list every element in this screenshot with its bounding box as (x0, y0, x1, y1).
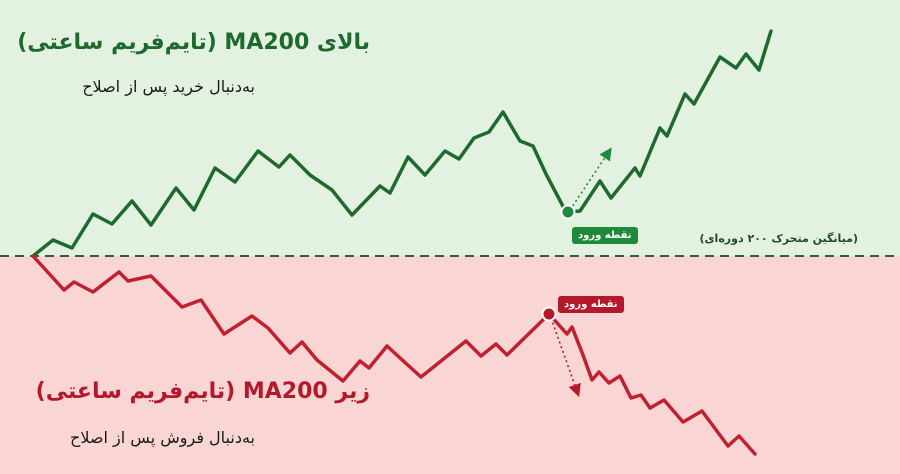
bullish-projection-arrow (569, 147, 612, 211)
bearish-zone (0, 256, 900, 474)
bullish-zone (0, 0, 900, 256)
bullish-entry-badge: نقطه ورود (572, 227, 638, 244)
bullish-price-line (31, 29, 773, 258)
bearish-title: زیر MA200 (تایم‌فریم ساعتی) (35, 379, 370, 404)
bearish-entry-badge: نقطه ورود (558, 296, 624, 313)
bearish-subtitle: به‌دنبال فروش پس از اصلاح (70, 428, 255, 447)
bearish-price-line (31, 254, 757, 456)
ma200-label: (میانگین متحرک ۲۰۰ دوره‌ای) (699, 232, 858, 245)
bearish-projection-arrow (550, 317, 581, 398)
bearish-entry-point (541, 306, 557, 322)
bullish-subtitle: به‌دنبال خرید پس از اصلاح (82, 77, 255, 96)
bullish-entry-point (560, 204, 576, 220)
bullish-title: بالای MA200 (تایم‌فریم ساعتی) (17, 30, 370, 55)
